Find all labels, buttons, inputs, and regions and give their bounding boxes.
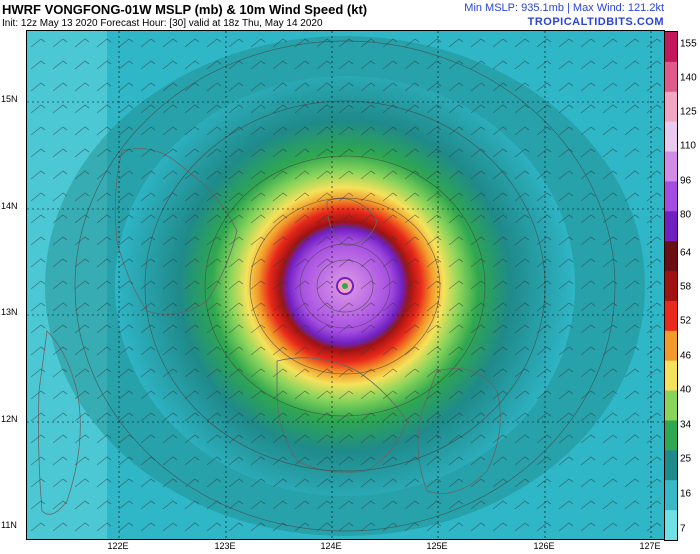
colorbar-label: 16	[680, 488, 692, 500]
lon-label-125e: 125E	[426, 541, 448, 551]
colorbar-label: 125	[680, 106, 697, 118]
colorbar-label: 58	[680, 281, 692, 293]
colorbar-swatch	[665, 181, 677, 212]
colorbar-swatch	[665, 480, 677, 511]
colorbar-swatch	[665, 241, 677, 272]
colorbar-swatch	[665, 390, 677, 421]
colorbar-label: 80	[680, 209, 692, 221]
colorbar-label: 7	[680, 523, 686, 535]
lon-label-123e: 123E	[214, 541, 236, 551]
wind-colorbar	[664, 31, 678, 541]
lat-label-12n: 12N	[1, 414, 18, 424]
lon-label-127e: 127E	[639, 541, 661, 551]
colorbar-swatch	[665, 61, 677, 93]
wind-map-graphic	[27, 31, 664, 539]
colorbar-swatch	[665, 32, 677, 63]
map-subtitle: Init: 12z May 13 2020 Forecast Hour: [30…	[2, 18, 323, 29]
colorbar-label: 155	[680, 38, 697, 50]
colorbar-swatch	[665, 300, 677, 332]
wind-map	[26, 30, 665, 540]
map-title: HWRF VONGFONG-01W MSLP (mb) & 10m Wind S…	[2, 2, 368, 17]
colorbar-swatch	[665, 360, 677, 392]
colorbar-swatches	[665, 32, 677, 540]
colorbar-swatch	[665, 330, 677, 362]
colorbar-label: 64	[680, 247, 692, 259]
colorbar-label: 25	[680, 453, 692, 465]
lon-label-126e: 126E	[533, 541, 555, 551]
storm-stats: Min MSLP: 935.1mb | Max Wind: 121.2kt	[464, 2, 664, 14]
lat-label-13n: 13N	[1, 307, 18, 317]
lat-label-15n: 15N	[1, 94, 18, 104]
colorbar-swatch	[665, 91, 677, 123]
colorbar-label: 52	[680, 315, 692, 327]
colorbar-swatch	[665, 121, 677, 153]
colorbar-label: 40	[680, 384, 692, 396]
site-credit: TROPICALTIDBITS.COM	[527, 16, 664, 28]
colorbar-label: 96	[680, 175, 692, 187]
colorbar-swatch	[665, 450, 677, 481]
graticule	[27, 31, 664, 539]
storm-eye	[336, 277, 354, 295]
colorbar-swatch	[665, 420, 677, 451]
colorbar-label: 34	[680, 419, 692, 431]
lat-label-11n: 11N	[1, 520, 17, 530]
colorbar-label: 110	[680, 140, 696, 152]
lon-label-122e: 122E	[107, 541, 129, 551]
colorbar-label: 140	[680, 72, 697, 84]
colorbar-swatch	[665, 151, 677, 182]
colorbar-swatch	[665, 510, 677, 540]
colorbar-swatch	[665, 211, 677, 242]
colorbar-label: 46	[680, 350, 692, 362]
lat-label-14n: 14N	[1, 201, 18, 211]
lon-label-124e: 124E	[320, 541, 342, 551]
colorbar-swatch	[665, 271, 677, 302]
